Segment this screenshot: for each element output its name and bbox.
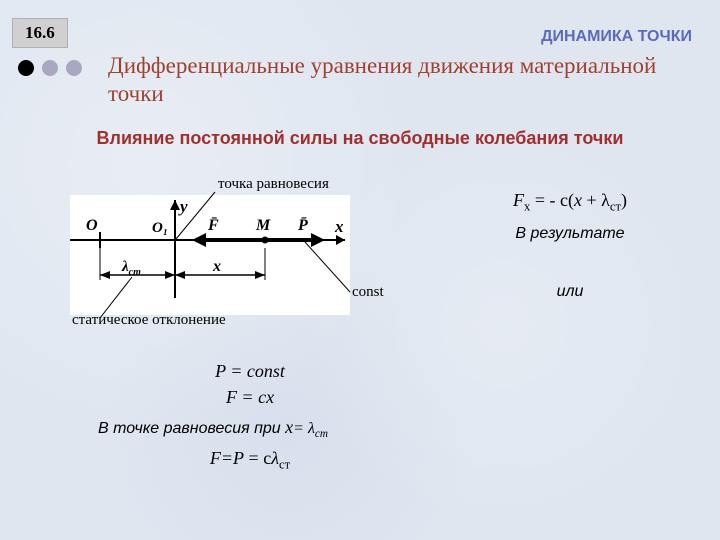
diagram-O: O: [86, 217, 98, 234]
diagram-F: F̄: [207, 216, 219, 234]
diagram-M: M: [255, 217, 271, 234]
note-equilibrium: В точке равновесия при x= λст: [98, 414, 410, 442]
annot-const: const: [352, 284, 384, 301]
formula-bottom-block: P = const F = cx В точке равновесия при …: [90, 358, 410, 473]
bullet-3: [66, 60, 82, 76]
diagram-span-x: x: [212, 258, 221, 275]
top-label: ДИНАМИКА ТОЧКИ: [541, 28, 692, 46]
page-subtitle: Влияние постоянной силы на свободные кол…: [90, 128, 630, 150]
diagram: O O₁ y x M F̄ P̄ λст x точка равновесия …: [40, 180, 400, 340]
bullet-2: [42, 60, 58, 76]
annot-static-deviation: статическое отклонение: [72, 312, 226, 329]
annot-equilibrium: точка равновесия: [218, 176, 329, 193]
section-number: 16.6: [12, 18, 68, 48]
eq-F-cx: F = cx: [90, 384, 410, 410]
bullet-1: [18, 60, 34, 76]
diagram-x: x: [334, 217, 344, 236]
diagram-P: P̄: [297, 216, 308, 234]
bullet-row: [18, 60, 82, 76]
eq-P-const: P = const: [90, 358, 410, 384]
formula-right-block: Fx = - c(x + λст) В результате или: [450, 190, 690, 311]
eq-FP-clambda: F=P = cλст: [90, 445, 410, 474]
diagram-y: y: [178, 197, 188, 216]
formula-Fx: Fx = - c(x + λст): [450, 190, 690, 215]
note-result: В результате: [450, 225, 690, 243]
diagram-O1: O₁: [152, 220, 168, 236]
note-or: или: [450, 283, 690, 301]
page-title: Дифференциальные уравнения движения мате…: [108, 52, 668, 107]
